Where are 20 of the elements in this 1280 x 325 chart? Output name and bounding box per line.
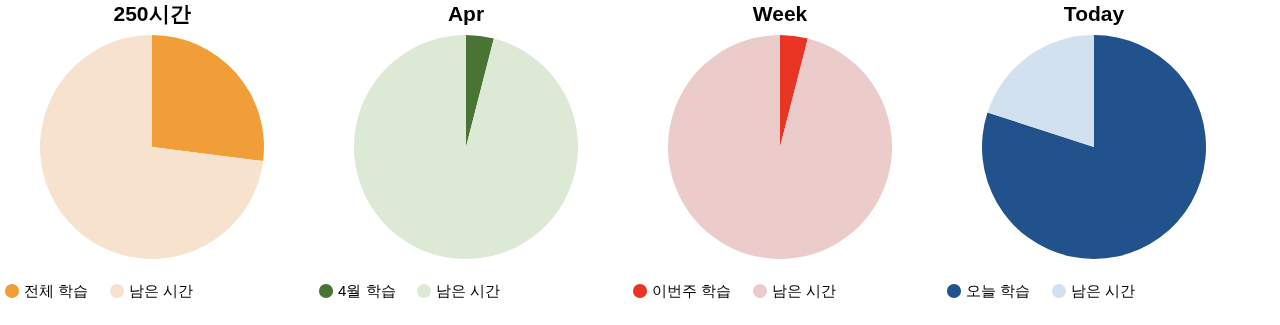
legend-label: 오늘 학습 <box>966 282 1031 299</box>
pie-slice <box>668 35 892 259</box>
pie-slice <box>780 35 808 147</box>
legend-label: 남은 시간 <box>1071 282 1136 299</box>
chart-title: 250시간 <box>113 2 191 25</box>
legend-label: 전체 학습 <box>24 282 89 299</box>
legend-label: 4월 학습 <box>338 282 396 299</box>
legend-label: 이번주 학습 <box>652 282 732 299</box>
pie-slice <box>40 35 264 259</box>
legend-label: 남은 시간 <box>129 282 194 299</box>
chart-title: Week <box>752 2 808 25</box>
pie-slice <box>466 35 494 147</box>
pie-slice <box>982 35 1206 259</box>
pie-slice <box>987 35 1094 147</box>
chart-title: Apr <box>447 2 485 25</box>
legend-label: 남은 시간 <box>436 282 501 299</box>
legend-label: 남은 시간 <box>772 282 837 299</box>
pie-slice <box>152 35 264 162</box>
chart-title: Today <box>1063 2 1125 25</box>
pie-slice <box>354 35 578 259</box>
